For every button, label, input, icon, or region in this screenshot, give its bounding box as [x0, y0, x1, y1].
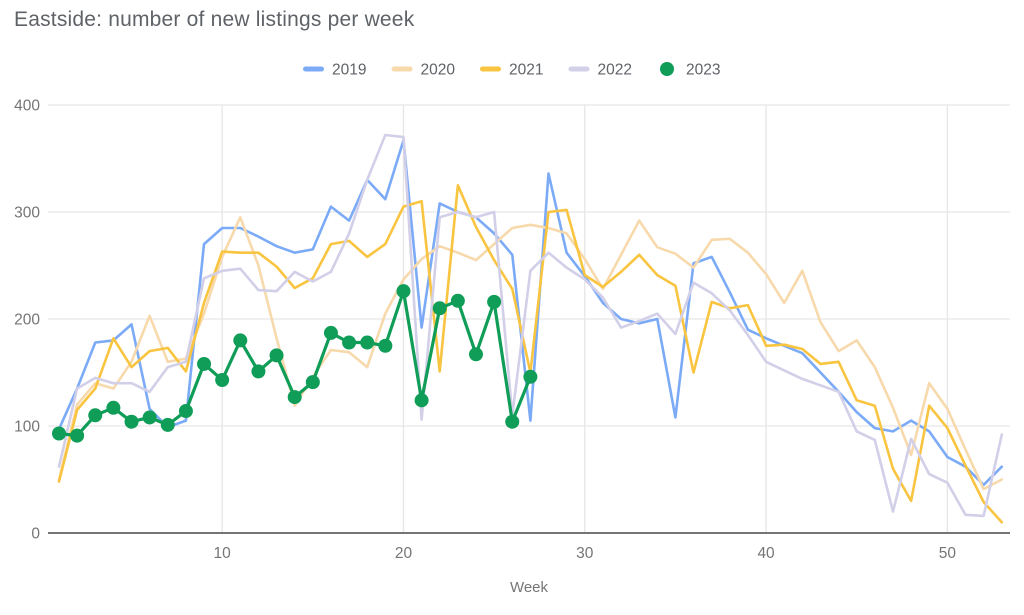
legend-swatch-2021[interactable] [480, 66, 501, 72]
y-axis-tick-100: 100 [14, 419, 40, 436]
legend-swatch-2019[interactable] [303, 66, 324, 72]
legend-swatch-2020[interactable] [391, 66, 413, 72]
series-2023-point-week-21[interactable] [414, 393, 429, 408]
legend-label-2023[interactable]: 2023 [686, 62, 720, 79]
x-axis-label: Week [510, 579, 549, 596]
series-2023-point-week-16[interactable] [323, 325, 338, 340]
series-2023-point-week-2[interactable] [70, 428, 85, 443]
legend-label-2019[interactable]: 2019 [332, 62, 366, 79]
series-2023-point-week-24[interactable] [468, 347, 483, 362]
series-2023-point-week-11[interactable] [233, 333, 248, 348]
series-2020-line[interactable] [57, 216, 1004, 491]
series-2023-point-week-1[interactable] [52, 426, 66, 441]
legend-swatch-2022[interactable] [568, 66, 590, 72]
series-2023-point-week-20[interactable] [396, 284, 411, 299]
series-2023-point-week-13[interactable] [269, 348, 284, 363]
series-2022-line[interactable] [57, 133, 1004, 518]
y-axis-tick-300: 300 [14, 205, 40, 222]
series-2023-point-week-3[interactable] [88, 408, 103, 423]
series-2019-line[interactable] [57, 139, 1004, 487]
x-axis-tick-40: 40 [757, 545, 775, 562]
series-2023-point-week-17[interactable] [342, 335, 357, 350]
series-2023-point-week-5[interactable] [124, 414, 139, 429]
series-2023-point-week-23[interactable] [450, 293, 465, 308]
y-axis-tick-0: 0 [31, 526, 40, 543]
x-axis-tick-50: 50 [939, 545, 957, 562]
series-2021-line[interactable] [57, 184, 1004, 524]
series-2023-point-week-18[interactable] [360, 335, 375, 350]
legend-label-2022[interactable]: 2022 [598, 62, 632, 79]
series-2023-point-week-15[interactable] [305, 375, 320, 390]
chart-title: Eastside: number of new listings per wee… [14, 8, 415, 31]
y-axis-tick-400: 400 [14, 98, 40, 115]
series-2023-point-week-6[interactable] [142, 410, 157, 425]
x-axis-tick-30: 30 [576, 545, 594, 562]
series-2023-point-week-19[interactable] [378, 338, 393, 353]
series-2023-point-week-12[interactable] [251, 364, 266, 379]
series-2023-point-week-10[interactable] [215, 372, 230, 387]
y-axis-tick-200: 200 [14, 312, 40, 329]
series-2023-point-week-8[interactable] [178, 404, 193, 419]
series-2023-point-week-27[interactable] [523, 369, 538, 384]
series-2023-point-week-9[interactable] [197, 356, 212, 371]
legend-label-2020[interactable]: 2020 [421, 62, 456, 79]
series-2023-point-week-25[interactable] [487, 294, 502, 309]
series-2023-point-week-14[interactable] [287, 390, 302, 405]
series-2023-point-week-4[interactable] [106, 400, 121, 415]
legend-label-2021[interactable]: 2021 [509, 62, 543, 79]
series-2023-point-week-26[interactable] [505, 414, 520, 429]
series-2023-point-week-7[interactable] [160, 417, 175, 432]
legend-swatch-2023[interactable] [660, 62, 674, 76]
series-2023-point-week-22[interactable] [432, 301, 447, 316]
x-axis-tick-20: 20 [395, 545, 413, 562]
x-axis-tick-10: 10 [214, 545, 232, 562]
